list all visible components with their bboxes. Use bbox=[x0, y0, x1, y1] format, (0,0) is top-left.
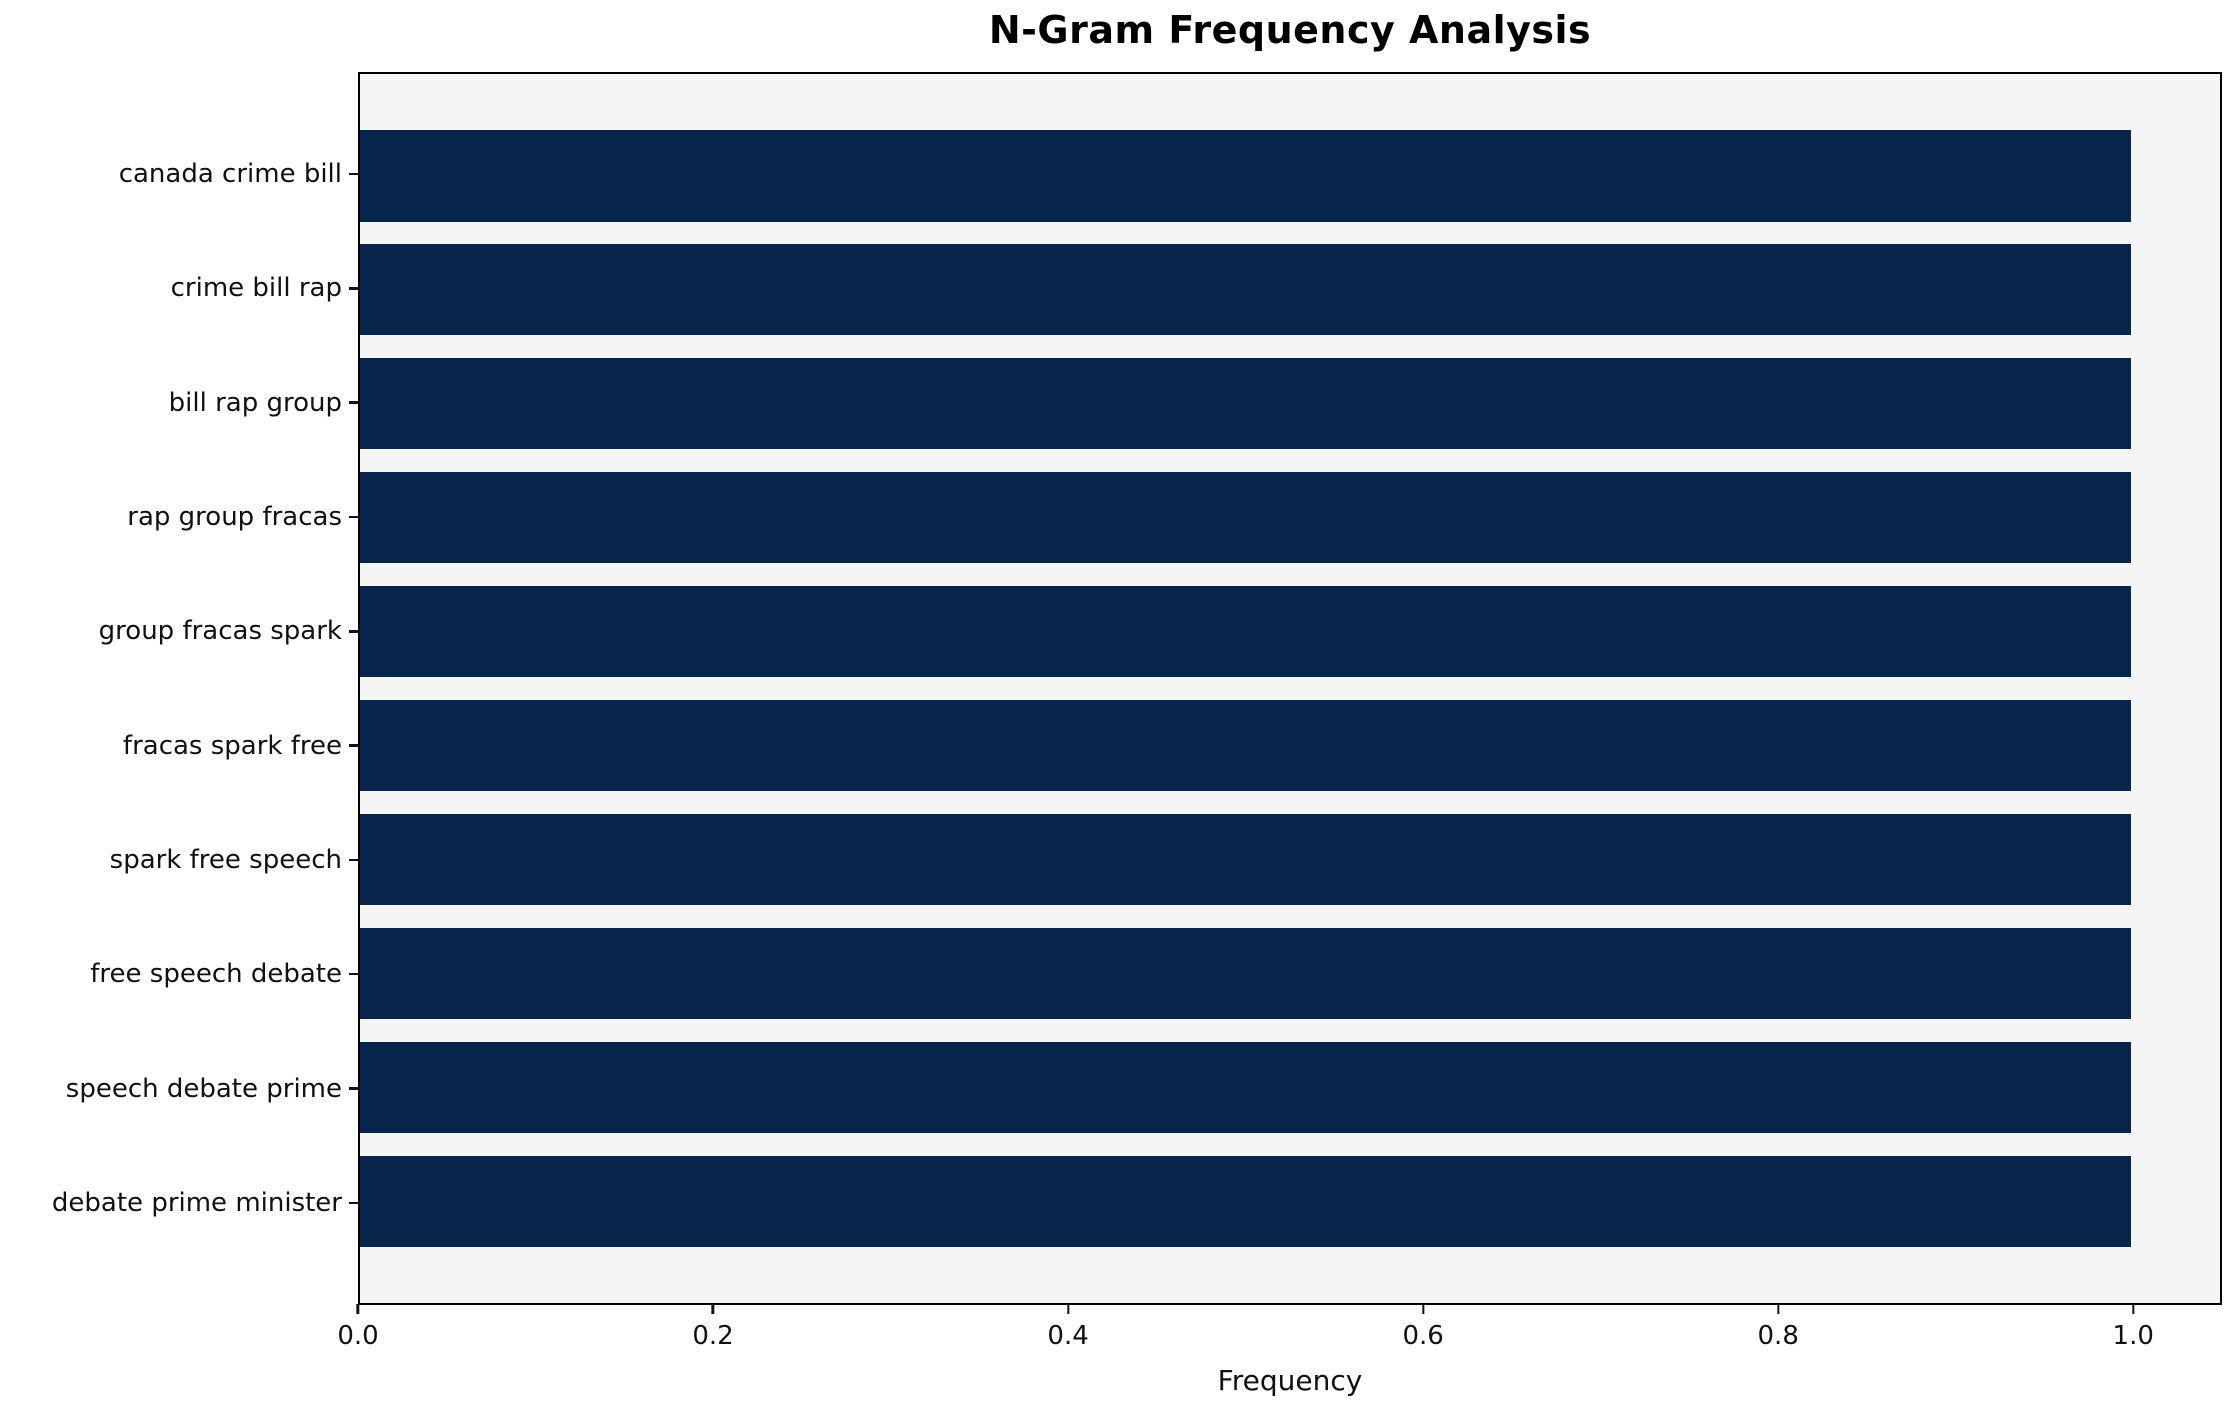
x-tick-label: 0.6 bbox=[1402, 1321, 1444, 1351]
bar-row bbox=[360, 802, 2220, 916]
x-tick-label: 0.2 bbox=[692, 1321, 734, 1351]
x-tick-mark bbox=[1421, 1304, 1425, 1314]
bar bbox=[360, 1041, 2132, 1133]
bar-row bbox=[360, 233, 2220, 347]
x-axis: 0.0 0.2 0.4 0.6 0.8 1.0 bbox=[337, 1304, 2222, 1364]
x-tick: 0.6 bbox=[1402, 1304, 1444, 1351]
bar bbox=[360, 927, 2132, 1019]
x-tick: 0.2 bbox=[692, 1304, 734, 1351]
x-tick: 0.0 bbox=[337, 1304, 379, 1351]
y-tick-label: debate prime minister bbox=[51, 1187, 342, 1218]
bar bbox=[360, 586, 2132, 678]
bar-row bbox=[360, 1144, 2220, 1258]
x-tick-label: 0.4 bbox=[1047, 1321, 1089, 1351]
x-tick-label: 0.0 bbox=[337, 1321, 379, 1351]
y-label-row: canada crime bill bbox=[0, 117, 358, 231]
y-tick-mark bbox=[349, 172, 358, 176]
y-label-row: crime bill rap bbox=[0, 231, 358, 345]
bar-row bbox=[360, 689, 2220, 803]
y-tick-mark bbox=[349, 858, 358, 862]
bars-container bbox=[360, 74, 2220, 1303]
bar-row bbox=[360, 575, 2220, 689]
x-tick-label: 1.0 bbox=[2112, 1321, 2154, 1351]
y-axis-labels: canada crime bill crime bill rap bill rap … bbox=[0, 72, 358, 1305]
x-tick-label: 0.8 bbox=[1757, 1321, 1799, 1351]
bar bbox=[360, 1155, 2132, 1247]
y-tick-label: group fracas spark bbox=[98, 616, 342, 647]
y-tick-mark bbox=[349, 1087, 358, 1090]
y-tick-mark bbox=[349, 287, 358, 290]
bar-row bbox=[360, 1030, 2220, 1144]
y-tick-label: speech debate prime bbox=[65, 1073, 342, 1104]
x-tick-mark bbox=[711, 1304, 715, 1314]
x-tick-mark bbox=[2131, 1304, 2135, 1314]
bar-row bbox=[360, 461, 2220, 575]
x-tick-mark bbox=[1066, 1304, 1070, 1314]
y-label-row: free speech debate bbox=[0, 917, 358, 1031]
plot-area bbox=[358, 72, 2222, 1305]
y-label-row: speech debate prime bbox=[0, 1031, 358, 1145]
y-tick-mark bbox=[349, 972, 358, 976]
bar-row bbox=[360, 347, 2220, 461]
y-tick-label: free speech debate bbox=[90, 959, 342, 990]
x-tick: 1.0 bbox=[2113, 1304, 2154, 1351]
y-label-row: rap group fracas bbox=[0, 460, 358, 574]
bar bbox=[360, 244, 2132, 336]
bar bbox=[360, 472, 2132, 564]
y-tick-label: bill rap group bbox=[168, 387, 342, 418]
y-label-row: fracas spark free bbox=[0, 688, 358, 802]
y-label-row: spark free speech bbox=[0, 803, 358, 917]
x-tick: 0.4 bbox=[1047, 1304, 1089, 1351]
x-tick-mark bbox=[1776, 1304, 1780, 1314]
y-tick-label: canada crime bill bbox=[118, 159, 342, 190]
y-tick-label: fracas spark free bbox=[122, 730, 342, 761]
y-tick-mark bbox=[349, 744, 358, 747]
y-tick-mark bbox=[349, 630, 358, 633]
y-tick-label: spark free speech bbox=[109, 844, 342, 875]
y-tick-label: crime bill rap bbox=[170, 273, 342, 304]
bar bbox=[360, 358, 2132, 450]
chart-title: N-Gram Frequency Analysis bbox=[988, 8, 1592, 52]
y-tick-mark bbox=[349, 515, 358, 519]
y-label-row: group fracas spark bbox=[0, 574, 358, 688]
y-tick-mark bbox=[349, 1201, 358, 1205]
bar bbox=[360, 699, 2132, 792]
y-tick-label: rap group fracas bbox=[127, 502, 342, 533]
x-tick: 0.8 bbox=[1758, 1304, 1799, 1351]
x-axis-label: Frequency bbox=[1217, 1364, 1363, 1397]
bar bbox=[360, 813, 2132, 905]
bar bbox=[360, 130, 2132, 222]
y-label-row: debate prime minister bbox=[0, 1146, 358, 1260]
bar-row bbox=[360, 119, 2220, 233]
x-tick-mark bbox=[356, 1304, 360, 1314]
y-label-row: bill rap group bbox=[0, 346, 358, 460]
bar-row bbox=[360, 916, 2220, 1030]
y-tick-mark bbox=[349, 401, 358, 404]
